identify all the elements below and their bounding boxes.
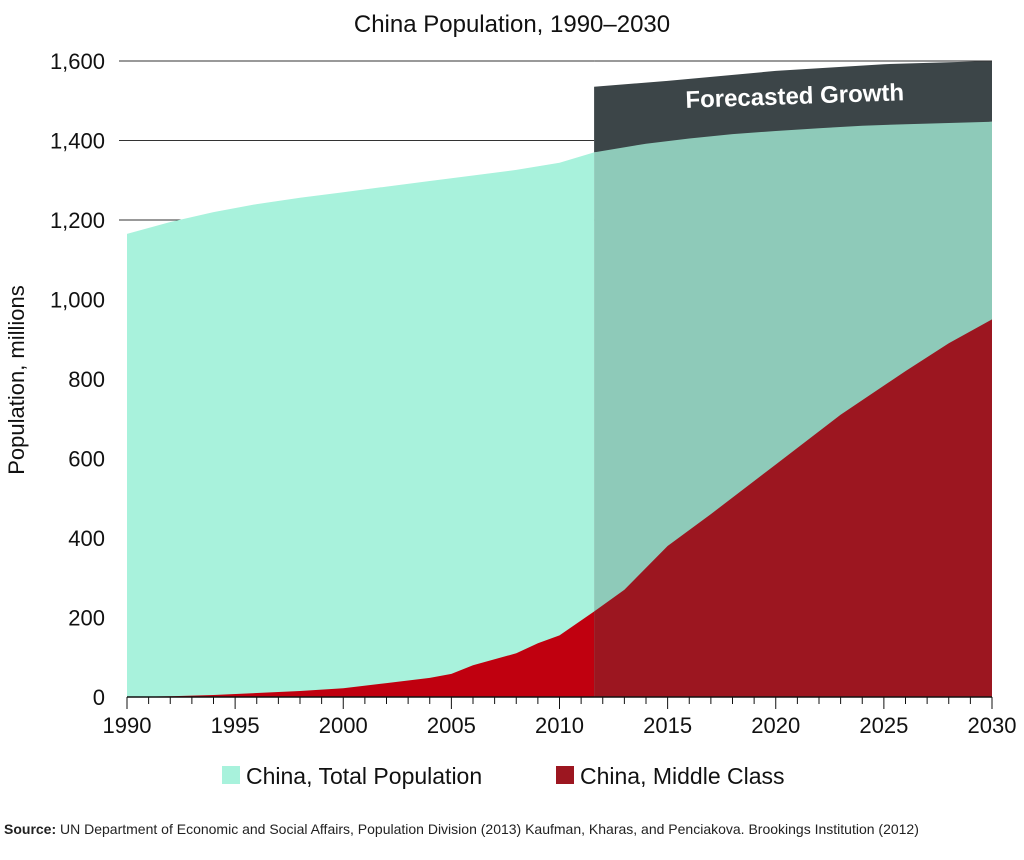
legend-label-total-population: China, Total Population (246, 763, 482, 789)
x-tick-label-1995: 1995 (211, 713, 260, 738)
y-tick-label-200: 200 (68, 606, 105, 631)
y-tick-label-600: 600 (68, 447, 105, 472)
y-tick-label-1200: 1,200 (50, 208, 105, 233)
series-area-middle-class-forecast (594, 319, 992, 697)
x-tick-label-2015: 2015 (643, 713, 692, 738)
source-label: Source: (4, 821, 57, 837)
y-axis-label: Population, millions (4, 285, 29, 475)
legend-swatch-middle-class (556, 766, 574, 784)
y-tick-label-800: 800 (68, 367, 105, 392)
y-tick-label-1400: 1,400 (50, 129, 105, 154)
x-tick-label-2025: 2025 (859, 713, 908, 738)
x-tick-label-1990: 1990 (103, 713, 152, 738)
legend-swatch-total-population (222, 766, 240, 784)
legend: China, Total Population China, Middle Cla… (222, 763, 785, 789)
x-tick-label-2010: 2010 (535, 713, 584, 738)
legend-label-middle-class: China, Middle Class (580, 763, 785, 789)
source-note: Source: UN Department of Economic and So… (4, 820, 1004, 838)
y-tick-label-1000: 1,000 (50, 288, 105, 313)
x-tick-label-2005: 2005 (427, 713, 476, 738)
y-tick-label-400: 400 (68, 526, 105, 551)
y-tick-label-1600: 1,600 (50, 49, 105, 74)
series-area-total-population (127, 152, 595, 697)
x-tick-label-2000: 2000 (319, 713, 368, 738)
x-tick-label-2030: 2030 (968, 713, 1017, 738)
forecast-band (594, 61, 992, 153)
y-tick-label-0: 0 (93, 685, 105, 710)
series-area-middle-class (127, 611, 595, 697)
source-text: UN Department of Economic and Social Aff… (60, 821, 919, 837)
chart-title: China Population, 1990–2030 (354, 11, 670, 38)
x-tick-label-2020: 2020 (751, 713, 800, 738)
